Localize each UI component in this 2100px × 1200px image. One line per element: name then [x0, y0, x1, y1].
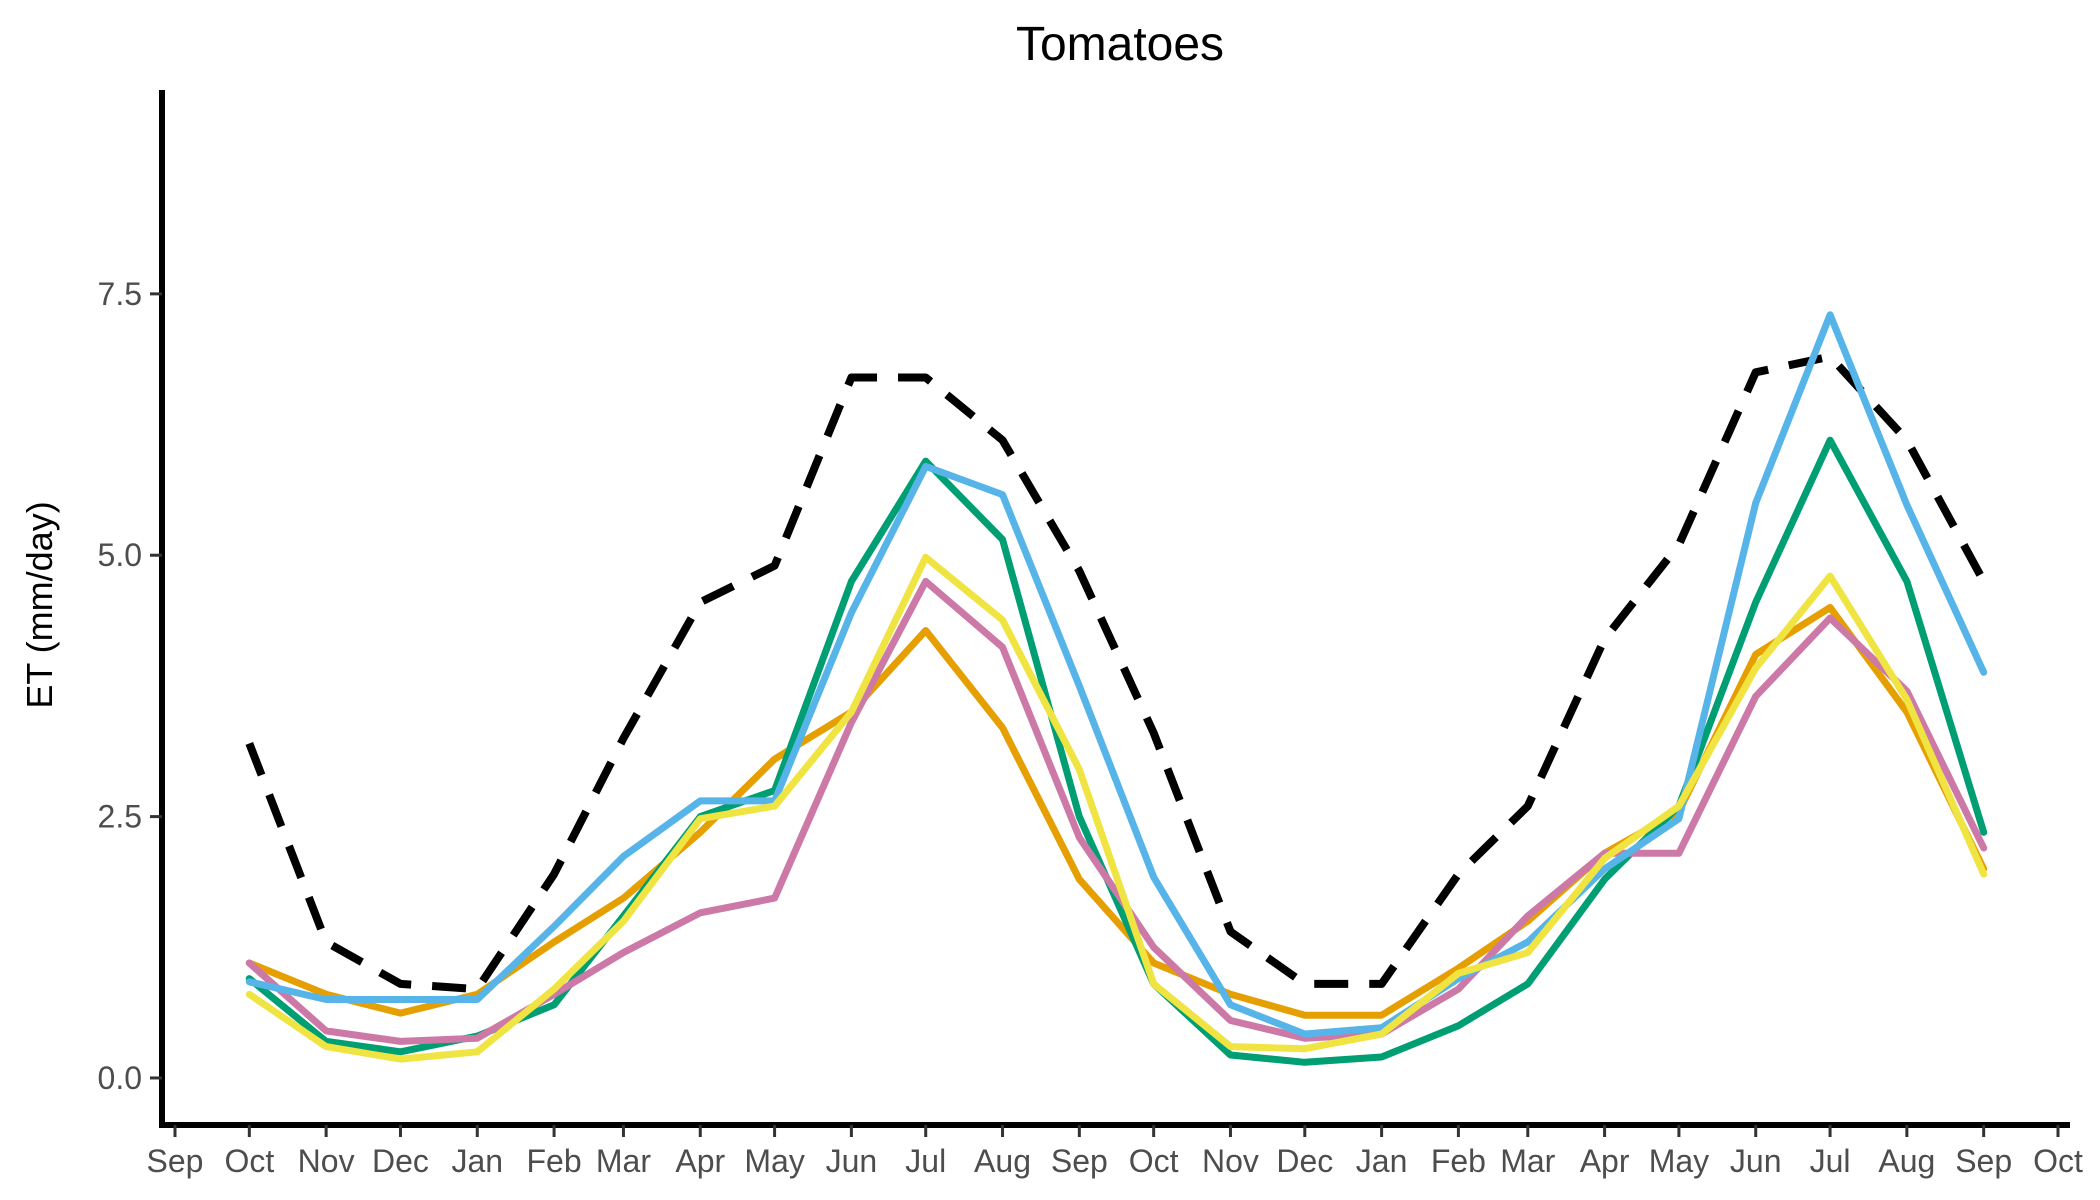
axes-layer — [159, 90, 2070, 1128]
x-tick-label: Jun — [1730, 1143, 1782, 1179]
series-line-6 — [245, 553, 1988, 1063]
series-line-5 — [245, 311, 1988, 1038]
series-line-1 — [245, 352, 1988, 994]
series-line-2 — [245, 604, 1988, 1019]
x-tick-label: Sep — [1051, 1143, 1108, 1179]
x-tick-label: Oct — [2033, 1143, 2083, 1179]
chart-title: Tomatoes — [1016, 18, 1224, 71]
series-layer — [245, 311, 1988, 1066]
x-tick-label: Jul — [1810, 1143, 1851, 1179]
x-tick-label: Apr — [675, 1143, 725, 1179]
x-tick-label: Sep — [147, 1143, 204, 1179]
x-tick-label: Aug — [1878, 1143, 1935, 1179]
x-tick-label: Nov — [298, 1143, 355, 1179]
y-tick-label: 7.5 — [98, 276, 142, 312]
x-tick-label: Feb — [527, 1143, 582, 1179]
y-axis-title: ET (mm/day) — [19, 501, 60, 708]
x-tick-label: Apr — [1580, 1143, 1630, 1179]
x-tick-label: Dec — [1276, 1143, 1333, 1179]
x-tick-label: Sep — [1955, 1143, 2012, 1179]
tick-layer: 0.0 2.5 5.0 7.5 Sep Oct Nov Dec Jan Feb Mar Apr May J… — [98, 276, 2083, 1179]
x-tick-label: Dec — [372, 1143, 429, 1179]
x-tick-label: May — [744, 1143, 804, 1179]
x-tick-label: Oct — [224, 1143, 274, 1179]
x-tick-label: Jan — [451, 1143, 503, 1179]
y-tick-label: 0.0 — [98, 1060, 142, 1096]
y-tick-label: 5.0 — [98, 537, 142, 573]
x-tick-label: Jul — [905, 1143, 946, 1179]
x-tick-label: Oct — [1129, 1143, 1179, 1179]
x-tick-label: Nov — [1202, 1143, 1259, 1179]
x-tick-label: Aug — [974, 1143, 1031, 1179]
x-tick-label: Jun — [826, 1143, 878, 1179]
x-tick-label: Jan — [1356, 1143, 1408, 1179]
y-tick-label: 2.5 — [98, 799, 142, 835]
x-tick-label: Mar — [1500, 1143, 1555, 1179]
x-tick-label: Feb — [1431, 1143, 1486, 1179]
x-tick-label: May — [1649, 1143, 1709, 1179]
x-tick-label: Mar — [596, 1143, 651, 1179]
